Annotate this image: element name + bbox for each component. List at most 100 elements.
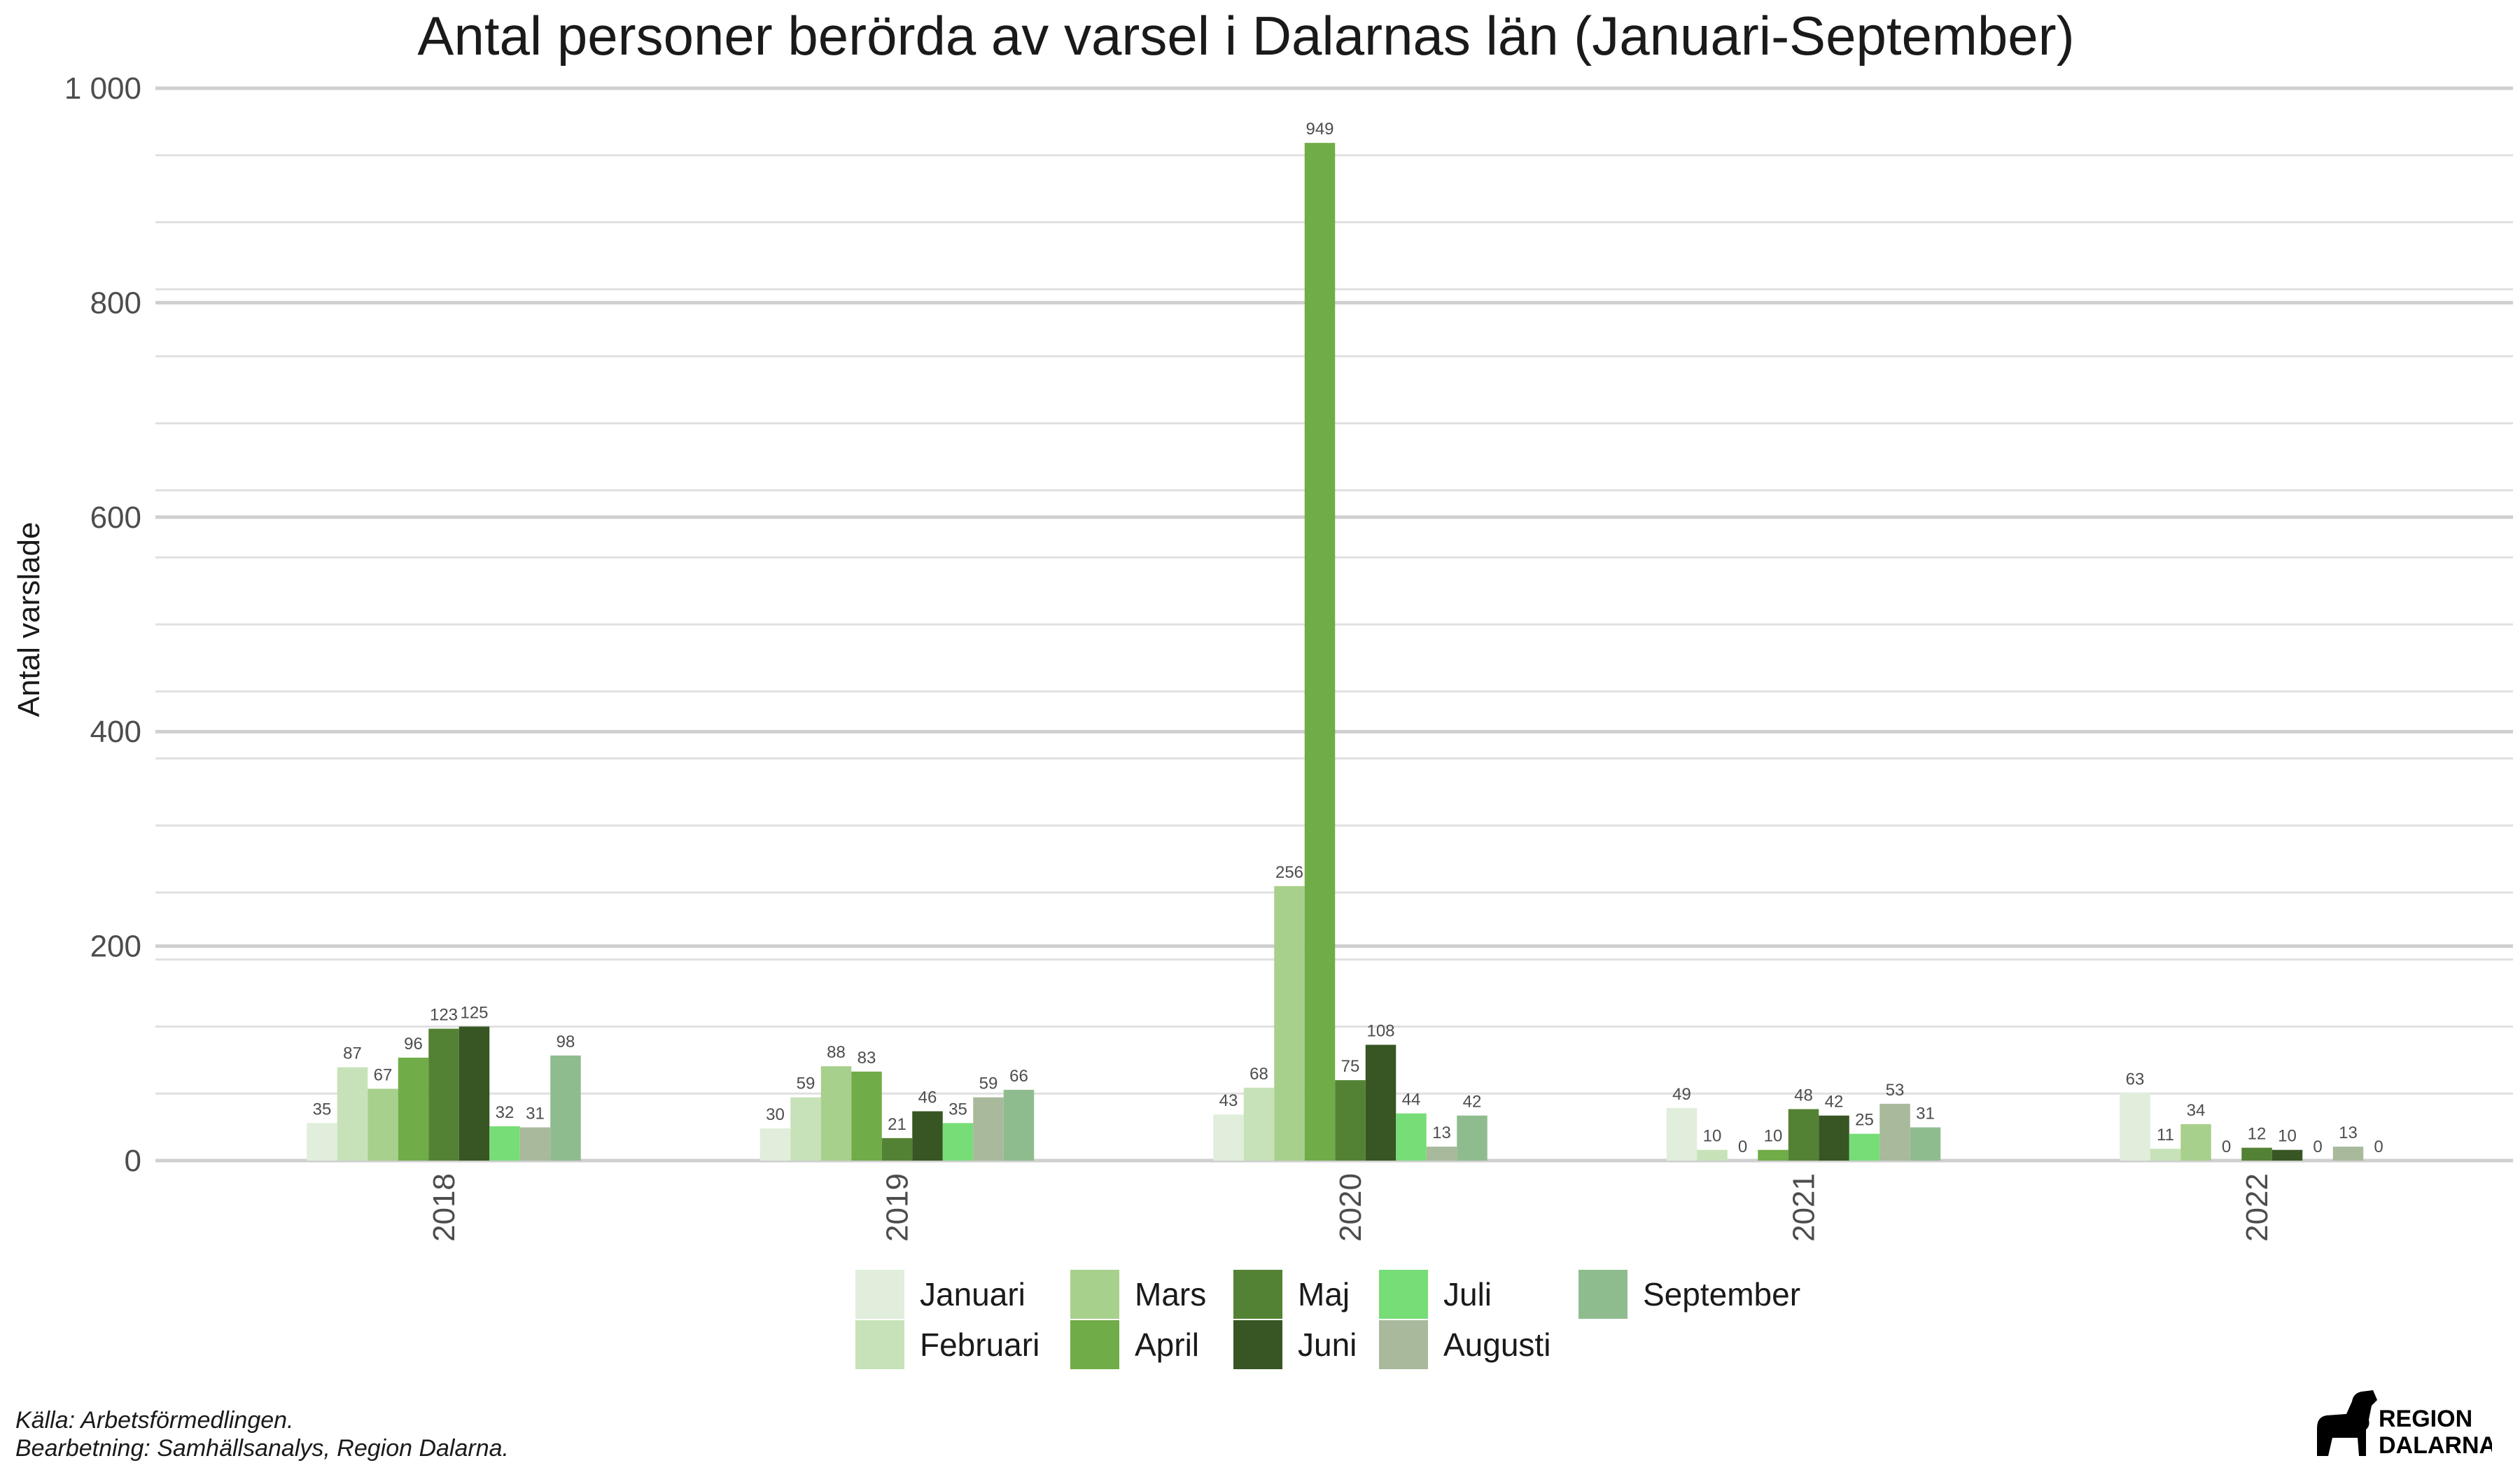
bar-juni-2020 [1365, 1044, 1396, 1161]
data-label: 0 [2313, 1138, 2322, 1156]
bar-februari-2019 [790, 1097, 821, 1161]
data-label: 30 [766, 1105, 785, 1124]
y-tick-label: 400 [90, 715, 141, 749]
data-label: 11 [2157, 1126, 2174, 1144]
bar-januari-2020 [1213, 1114, 1244, 1161]
bar-juli-2021 [1849, 1133, 1880, 1161]
bar-februari-2020 [1243, 1087, 1275, 1161]
bar-augusti-2018 [519, 1127, 551, 1161]
data-label: 67 [374, 1065, 393, 1084]
data-label: 21 [888, 1115, 906, 1134]
data-label: 68 [1250, 1065, 1268, 1084]
y-tick-label: 200 [90, 930, 141, 964]
data-label: 256 [1275, 863, 1303, 882]
legend-label-augusti: Augusti [1443, 1326, 1550, 1363]
data-label: 98 [556, 1032, 575, 1051]
y-tick-label: 600 [90, 500, 141, 535]
legend-swatch-februari [855, 1320, 904, 1369]
source-caption: Källa: Arbetsförmedlingen. [15, 1407, 294, 1434]
legend-swatch-juli [1379, 1270, 1428, 1319]
data-label: 31 [526, 1105, 545, 1124]
data-label: 59 [797, 1074, 816, 1093]
data-label: 32 [496, 1103, 514, 1122]
bar-september-2021 [1910, 1127, 1941, 1161]
data-label: 75 [1341, 1057, 1360, 1076]
data-label: 42 [1825, 1093, 1844, 1112]
legend-label-mars: Mars [1135, 1276, 1206, 1312]
bar-september-2019 [1003, 1089, 1035, 1161]
data-label: 0 [2374, 1138, 2383, 1156]
x-tick-label: 2018 [427, 1173, 461, 1242]
legend-swatch-maj [1233, 1270, 1282, 1319]
bar-februari-2021 [1697, 1149, 1728, 1161]
x-tick-label: 2020 [1334, 1173, 1368, 1242]
data-label: 34 [2187, 1101, 2206, 1120]
bar-juni-2018 [458, 1026, 490, 1161]
data-label: 10 [2278, 1127, 2297, 1146]
bar-juni-2019 [912, 1111, 943, 1161]
bar-mars-2019 [820, 1066, 852, 1161]
x-tick-label: 2022 [2240, 1173, 2274, 1242]
bar-januari-2019 [760, 1128, 791, 1161]
bar-januari-2021 [1666, 1107, 1698, 1161]
bar-april-2021 [1758, 1149, 1788, 1161]
legend-swatch-september [1578, 1270, 1628, 1319]
data-label: 63 [2126, 1070, 2145, 1088]
y-tick-label: 800 [90, 286, 141, 320]
legend-label-juli: Juli [1443, 1276, 1492, 1312]
bar-januari-2018 [307, 1123, 337, 1161]
data-label: 10 [1764, 1127, 1783, 1146]
bar-mars-2022 [2180, 1124, 2211, 1161]
bar-augusti-2019 [973, 1097, 1004, 1161]
legend-label-juni: Juni [1298, 1326, 1357, 1363]
bar-februari-2018 [337, 1067, 368, 1161]
data-label: 949 [1306, 120, 1334, 139]
data-label: 25 [1855, 1111, 1874, 1130]
logo-text-region: REGION [2379, 1406, 2472, 1432]
data-label: 66 [1009, 1067, 1028, 1086]
data-label: 108 [1366, 1022, 1394, 1041]
legend-swatch-januari [855, 1270, 904, 1319]
data-label: 42 [1463, 1093, 1482, 1112]
x-axis-ticks: 2018 2019 2020 2021 2022 [427, 1173, 2274, 1242]
bar-juli-2020 [1396, 1113, 1427, 1161]
data-label: 123 [430, 1006, 458, 1025]
legend: Januari Februari Mars April Maj Juni Juli Augus… [855, 1270, 1800, 1369]
bar-maj-2018 [428, 1028, 459, 1161]
chart-title: Antal personer berörda av varsel i Dalar… [417, 5, 2074, 66]
data-label: 46 [918, 1088, 937, 1107]
data-label: 31 [1916, 1105, 1935, 1124]
data-label: 96 [404, 1035, 423, 1054]
bar-mars-2018 [368, 1088, 398, 1161]
bar-augusti-2020 [1426, 1147, 1457, 1161]
legend-label-maj: Maj [1298, 1276, 1350, 1312]
data-label: 10 [1703, 1127, 1722, 1146]
data-label: 12 [2248, 1125, 2267, 1144]
data-label: 35 [948, 1100, 967, 1119]
data-label: 83 [858, 1049, 876, 1068]
data-label: 44 [1402, 1091, 1421, 1110]
y-axis-ticks: 0 200 400 600 800 1 000 [64, 71, 141, 1178]
legend-swatch-mars [1070, 1270, 1119, 1319]
region-dalarna-logo: REGION DALARNA [2317, 1390, 2492, 1459]
bar-april-2019 [851, 1071, 882, 1161]
data-label: 35 [313, 1100, 332, 1119]
bar-september-2020 [1457, 1115, 1488, 1161]
x-tick-label: 2021 [1787, 1173, 1821, 1242]
dala-horse-icon [2317, 1390, 2377, 1456]
x-tick-label: 2019 [881, 1173, 915, 1242]
bar-juli-2019 [942, 1123, 974, 1161]
bar-juli-2018 [489, 1126, 520, 1161]
bar-april-2020 [1304, 143, 1336, 1161]
legend-swatch-april [1070, 1320, 1119, 1369]
bar-maj-2021 [1788, 1109, 1819, 1161]
bar-augusti-2021 [1879, 1103, 1910, 1161]
legend-label-januari: Januari [920, 1276, 1026, 1312]
bar-januari-2022 [2120, 1093, 2150, 1161]
data-label: 43 [1219, 1091, 1238, 1110]
data-label: 88 [827, 1043, 846, 1062]
data-label: 0 [1738, 1138, 1747, 1156]
bar-augusti-2022 [2332, 1147, 2364, 1161]
